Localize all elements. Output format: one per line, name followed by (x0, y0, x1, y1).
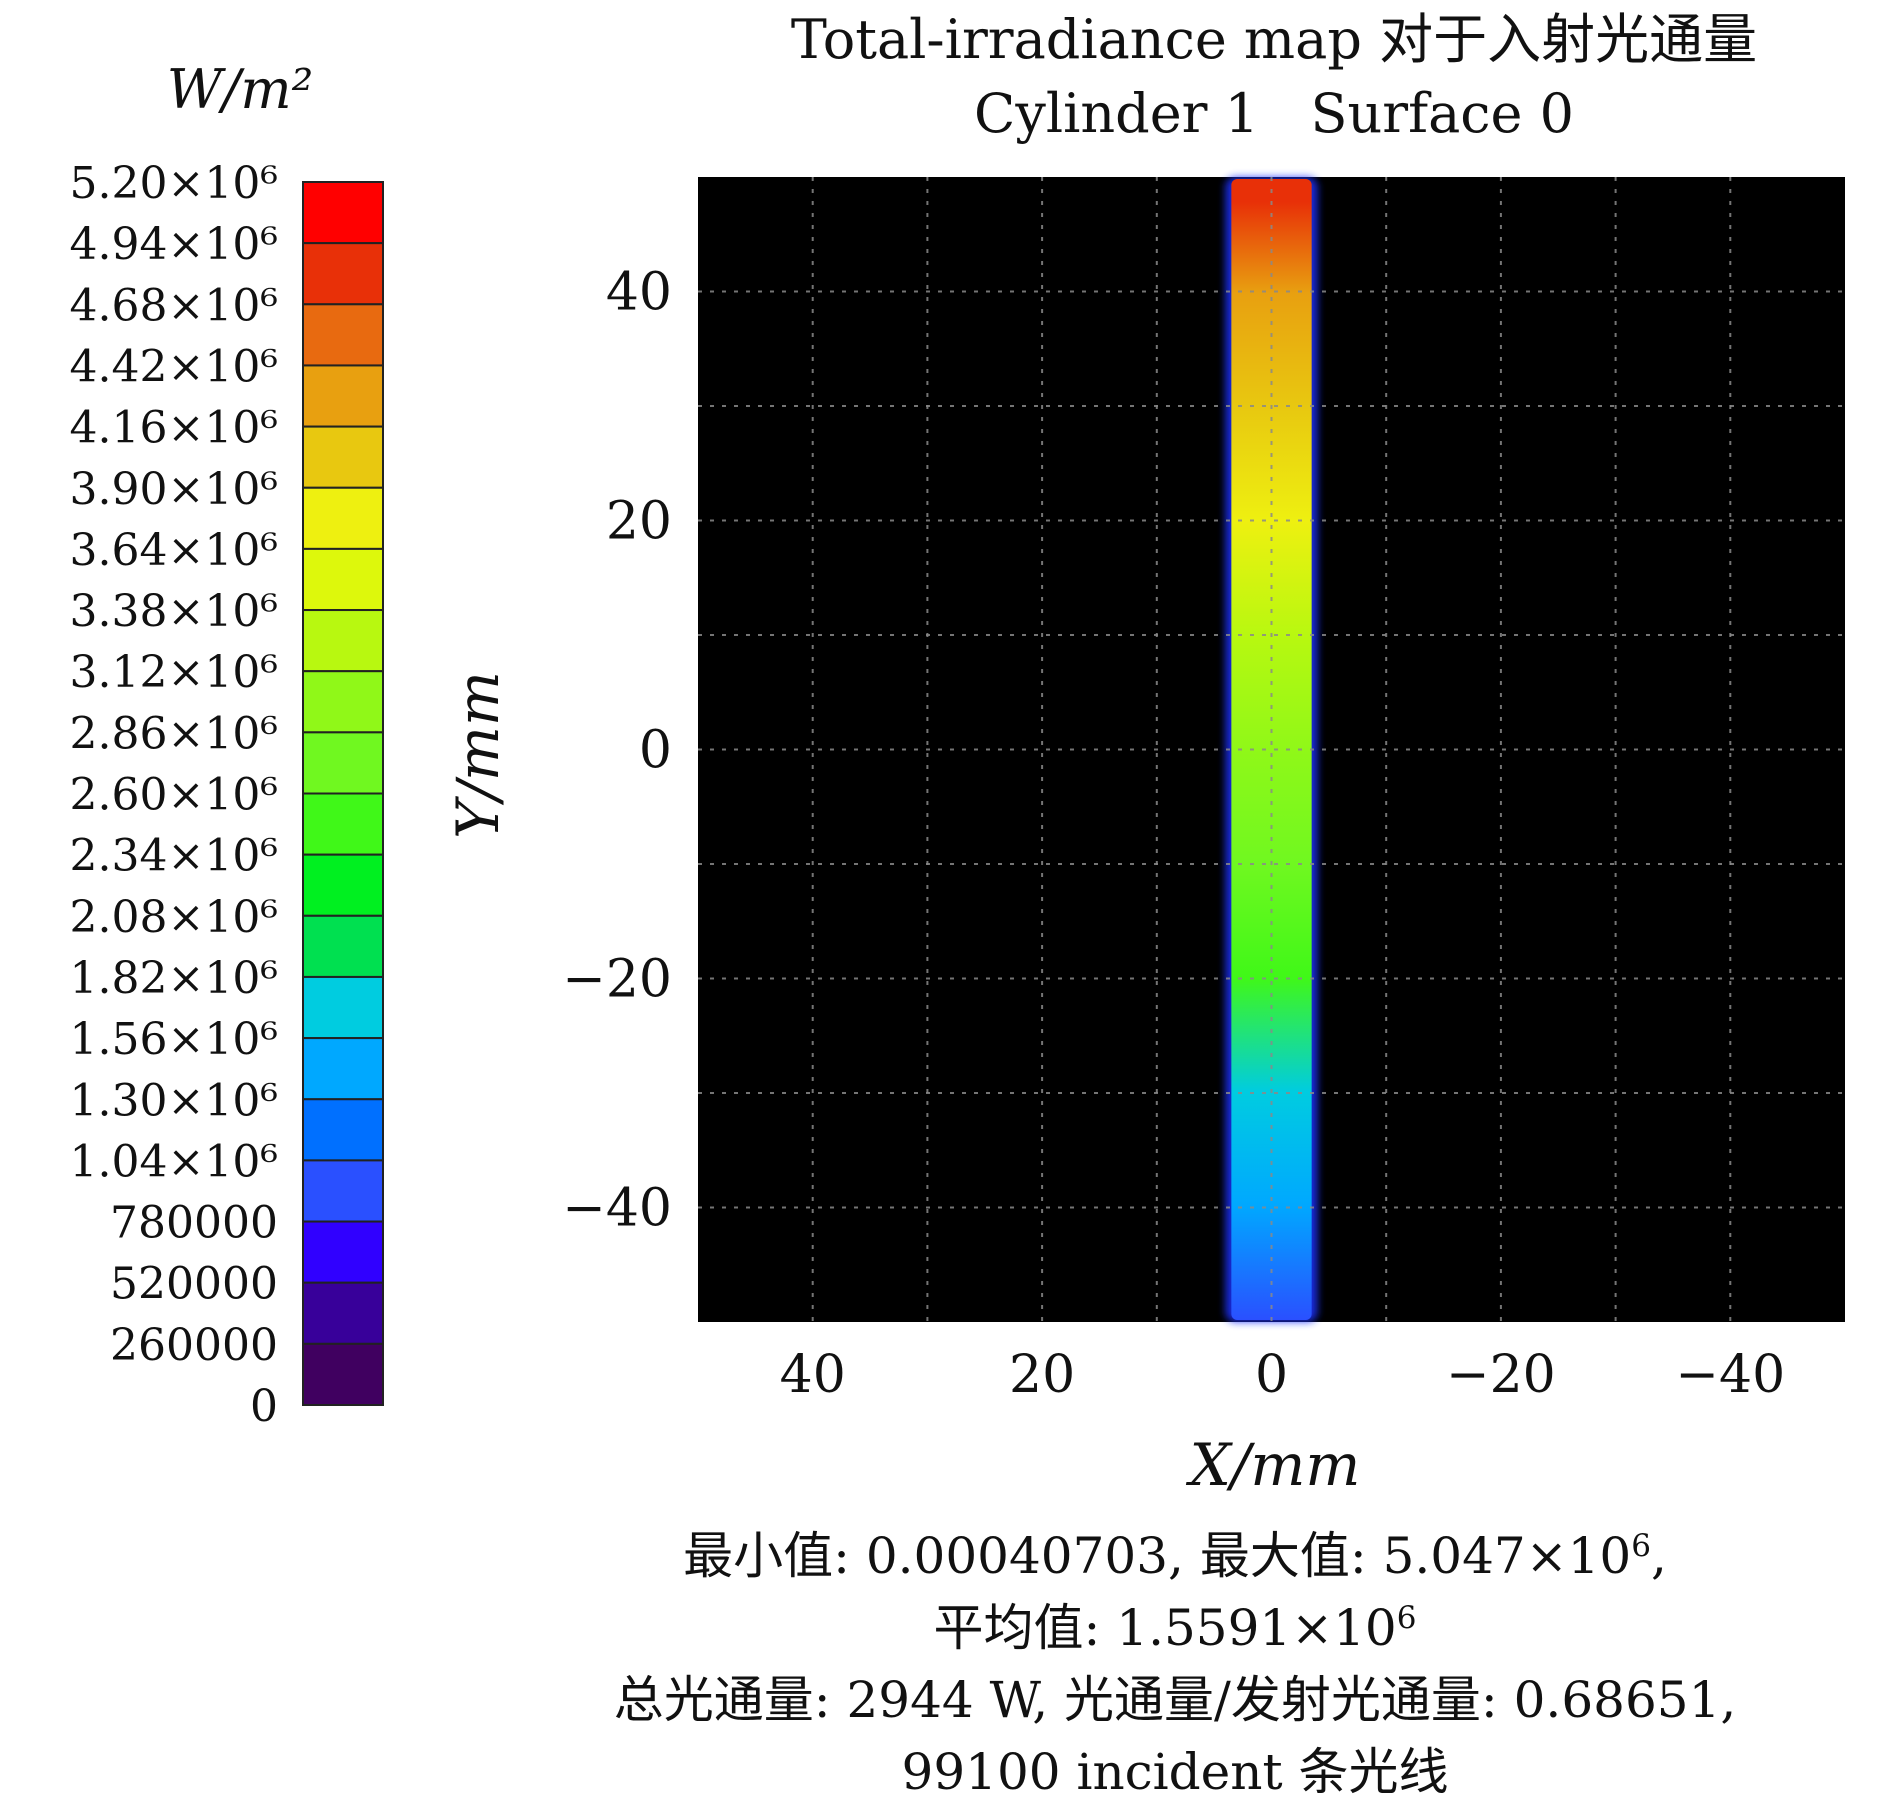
colorbar-band (302, 181, 384, 245)
colorbar-band (302, 1159, 384, 1223)
colorbar-tick-label: 1.56×10⁶ (70, 1014, 278, 1065)
y-tick-label: −20 (562, 950, 672, 1010)
x-tick-label: 40 (780, 1345, 846, 1405)
stats-line-1: 最小值: 0.00040703, 最大值: 5.047×106, (470, 1520, 1880, 1592)
colorbar-labels: 5.20×10⁶ 4.94×10⁶ 4.68×10⁶ 4.42×10⁶ 4.16×10⁶… (70, 158, 278, 1432)
colorbar-band (302, 547, 384, 612)
chart-title: Total-irradiance map 对于入射光通量 (791, 8, 1757, 71)
colorbar-tick-label: 3.90×10⁶ (70, 464, 278, 515)
colorbar-tick-label: 780000 (110, 1198, 278, 1249)
x-tick-label: 20 (1009, 1345, 1075, 1405)
y-tick-labels: 40 20 0 −20 −40 (562, 263, 672, 1239)
colorbar-tick-label: 4.16×10⁶ (70, 403, 278, 454)
x-tick-label: −20 (1446, 1345, 1556, 1405)
colorbar-band (302, 486, 384, 550)
x-tick-labels: 40 20 0 −20 −40 (780, 1345, 1786, 1405)
stats-min-max: 最小值: 0.00040703, 最大值: 5.047×10 (683, 1527, 1632, 1585)
colorbar-band (302, 1037, 384, 1101)
colorbar-band (302, 242, 384, 306)
y-axis-label: Y/mm (444, 671, 512, 839)
colorbar-tick-label: 1.04×10⁶ (70, 1136, 278, 1187)
colorbar-tick-label: 2.60×10⁶ (70, 770, 278, 821)
colorbar-tick-label: 4.94×10⁶ (70, 219, 278, 270)
colorbar-band (302, 303, 384, 367)
colorbar-band (302, 914, 384, 978)
stats-max-exponent: 6 (1631, 1527, 1651, 1564)
colorbar-tick-label: 4.42×10⁶ (70, 341, 278, 392)
x-tick-label: −40 (1675, 1345, 1785, 1405)
colorbar-tick-label: 2.08×10⁶ (70, 892, 278, 943)
colorbar-band (302, 731, 384, 795)
irradiance-stripe (1231, 179, 1312, 1320)
y-tick-label: 20 (606, 492, 672, 552)
colorbar-tick-label: 1.30×10⁶ (70, 1075, 278, 1126)
colorbar-tick-label: 520000 (110, 1259, 278, 1310)
chart-subtitle: Cylinder 1 Surface 0 (974, 82, 1574, 145)
colorbar (302, 181, 384, 1406)
colorbar-band (302, 1098, 384, 1162)
colorbar-tick-label: 0 (250, 1381, 278, 1432)
colorbar-tick-label: 3.64×10⁶ (70, 525, 278, 576)
stats-line1-tail: , (1650, 1527, 1667, 1585)
colorbar-band (302, 1281, 384, 1345)
stats-mean-exponent: 6 (1396, 1599, 1417, 1636)
colorbar-band (302, 609, 384, 673)
stats-mean: 平均值: 1.5591×10 (933, 1599, 1397, 1657)
x-tick-label: 0 (1255, 1345, 1288, 1405)
colorbar-unit: W/m² (167, 58, 314, 121)
colorbar-band (302, 1220, 384, 1284)
statistics-block: 最小值: 0.00040703, 最大值: 5.047×106, 平均值: 1.… (470, 1520, 1880, 1808)
colorbar-tick-label: 3.38×10⁶ (70, 586, 278, 637)
y-tick-label: 40 (606, 263, 672, 323)
colorbar-band (302, 1342, 384, 1406)
y-tick-label: 0 (639, 721, 672, 781)
colorbar-tick-label: 2.86×10⁶ (70, 708, 278, 759)
colorbar-tick-label: 4.68×10⁶ (70, 280, 278, 331)
colorbar-band (302, 425, 384, 489)
y-tick-label: −40 (562, 1179, 672, 1239)
colorbar-tick-label: 2.34×10⁶ (70, 831, 278, 882)
colorbar-band (302, 975, 384, 1040)
x-axis-label: X/mm (1186, 1431, 1361, 1499)
colorbar-tick-label: 3.12×10⁶ (70, 647, 278, 698)
colorbar-tick-label: 5.20×10⁶ (70, 158, 278, 209)
colorbar-band (302, 792, 384, 856)
colorbar-band (302, 364, 384, 428)
colorbar-frame (302, 181, 384, 1406)
stats-line-2: 平均值: 1.5591×106 (470, 1592, 1880, 1664)
colorbar-tick-label: 1.82×10⁶ (70, 953, 278, 1004)
colorbar-band (302, 670, 384, 734)
colorbar-band (302, 853, 384, 917)
stats-line-3: 总光通量: 2944 W, 光通量/发射光通量: 0.68651, (613, 1671, 1737, 1729)
colorbar-tick-label: 260000 (110, 1320, 278, 1371)
stats-line-4: 99100 incident 条光线 (901, 1743, 1449, 1801)
